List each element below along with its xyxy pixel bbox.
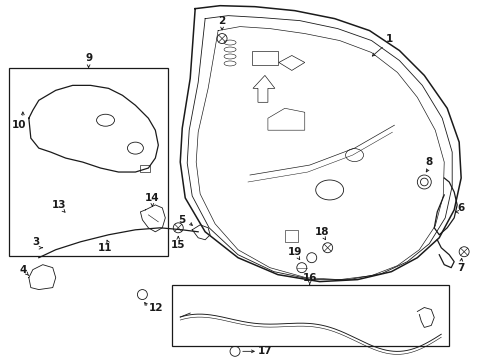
Text: 6: 6 <box>457 203 464 213</box>
Text: 8: 8 <box>425 157 432 167</box>
Text: 5: 5 <box>178 215 185 225</box>
Text: 13: 13 <box>51 200 66 210</box>
Text: 1: 1 <box>385 33 392 44</box>
Text: 19: 19 <box>287 247 302 257</box>
Text: 9: 9 <box>85 54 92 63</box>
Text: 10: 10 <box>12 120 26 130</box>
Text: 7: 7 <box>457 263 464 273</box>
Text: 17: 17 <box>258 346 272 356</box>
Text: 4: 4 <box>19 265 26 275</box>
Text: 15: 15 <box>171 240 185 250</box>
Text: 18: 18 <box>314 227 328 237</box>
Text: 12: 12 <box>148 302 163 312</box>
Text: 2: 2 <box>218 15 225 26</box>
Text: 3: 3 <box>32 237 40 247</box>
Text: 16: 16 <box>302 273 316 283</box>
Text: 14: 14 <box>145 193 160 203</box>
Bar <box>172 285 448 346</box>
Text: 11: 11 <box>98 243 113 253</box>
Bar <box>9 68 168 256</box>
